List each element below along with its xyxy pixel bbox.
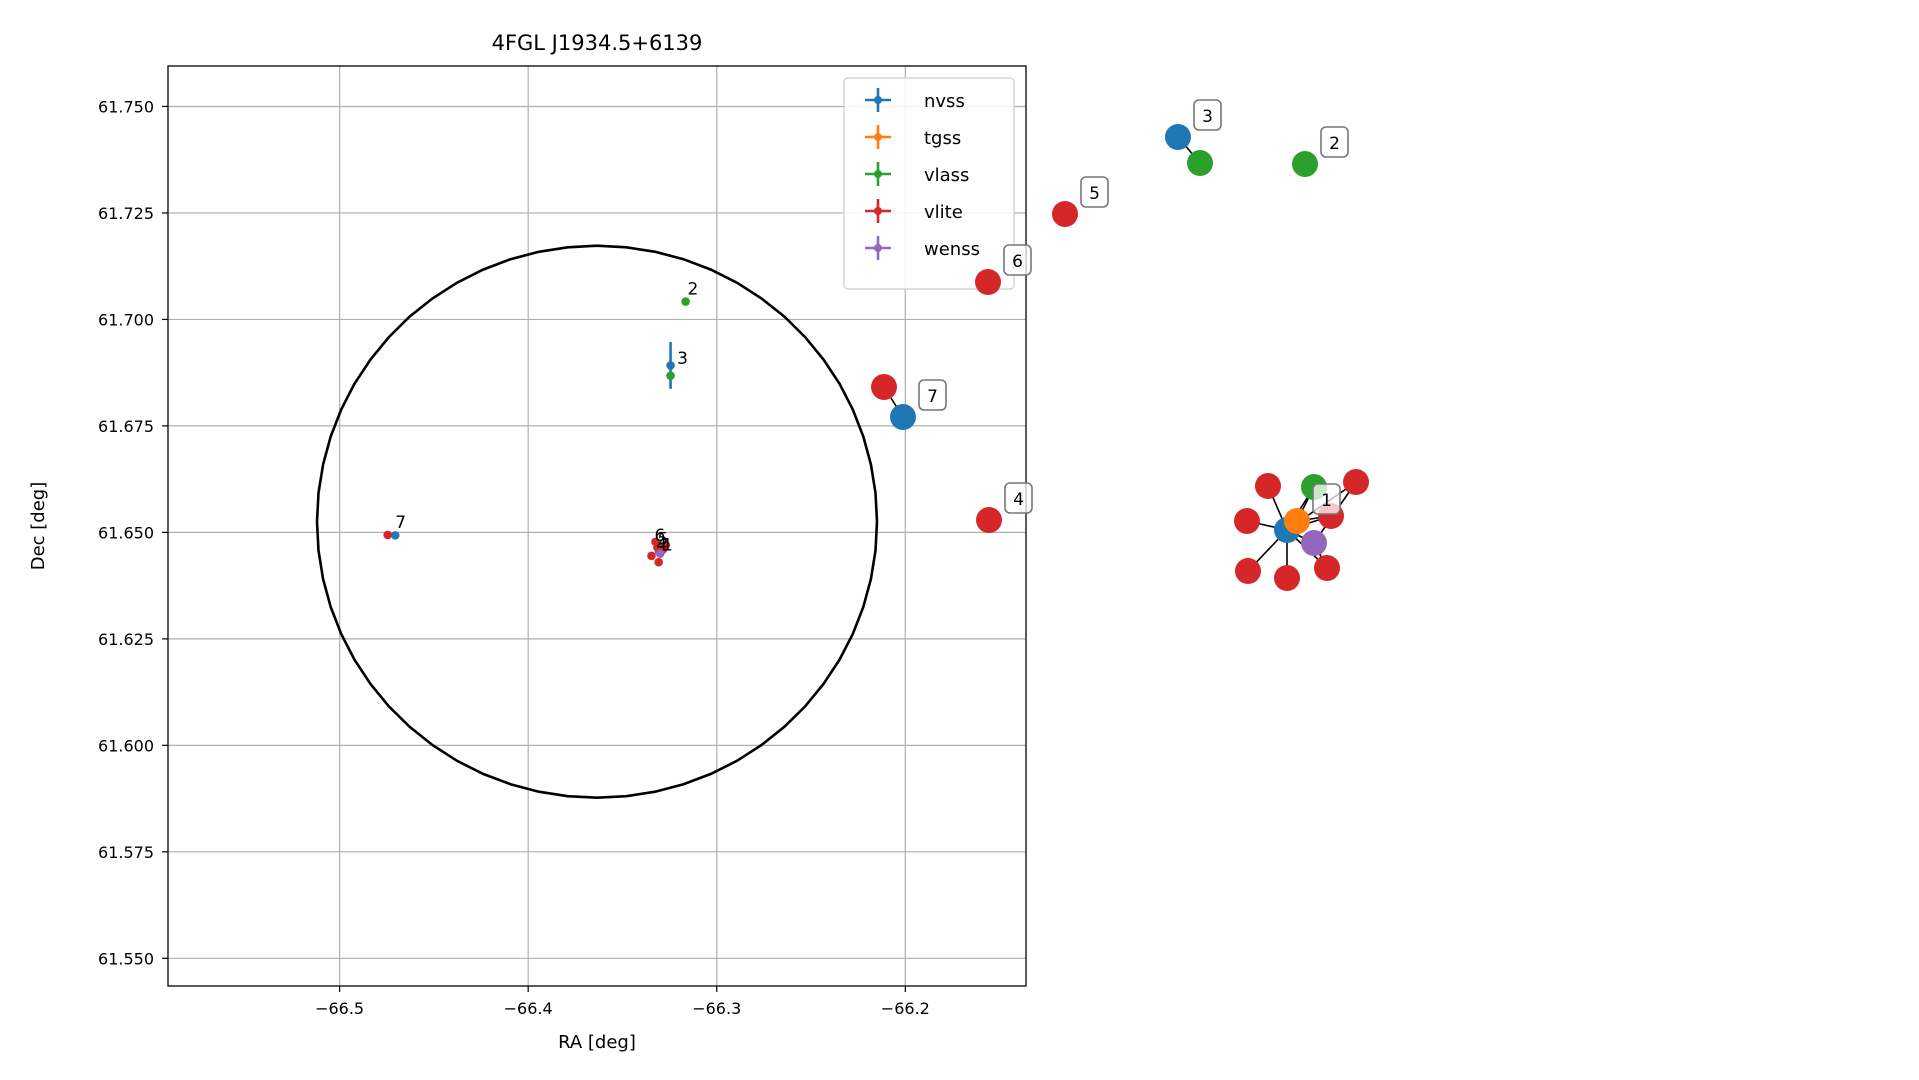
legend-marker-dot <box>874 170 882 178</box>
node-label-box <box>1312 483 1341 515</box>
graph-node-wenss <box>1301 530 1327 556</box>
y-tick-label: 61.750 <box>98 97 154 116</box>
legend-marker-dot <box>874 207 882 215</box>
graph-node-vlite <box>871 374 897 400</box>
graph-node-vlass <box>1187 150 1213 176</box>
node-label-box <box>1004 482 1033 514</box>
point-vlite <box>647 551 656 561</box>
x-tick-label: −66.4 <box>504 999 553 1018</box>
y-tick-label: 61.675 <box>98 417 154 436</box>
node-label-box <box>1080 176 1109 208</box>
graph-node-vlite <box>1235 558 1261 584</box>
legend-marker-dot <box>874 244 882 252</box>
x-axis-ticks: −66.5 −66.4 −66.3 −66.2 <box>315 986 930 1018</box>
graph-node-labels: 3 2 5 6 7 4 1 <box>918 99 1349 515</box>
node-label-text: 6 <box>1012 252 1023 272</box>
graph-node-vlite <box>1255 473 1281 499</box>
node-label-box <box>1003 244 1032 276</box>
point-label: 1 <box>662 535 673 555</box>
y-tick-label: 61.625 <box>98 630 154 649</box>
legend-box <box>843 77 1015 290</box>
graph-node-vlite <box>1234 508 1260 534</box>
graph-node-tgss <box>1284 508 1310 534</box>
node-label-box <box>1193 99 1222 131</box>
legend-label-vlite: vlite <box>924 202 963 223</box>
point-vlite <box>654 557 663 567</box>
y-axis-ticks: 61.550 61.575 61.600 61.625 61.650 61.675 61.7… <box>98 97 168 968</box>
graph-node-vlite <box>976 507 1002 533</box>
y-tick-label: 61.550 <box>98 949 154 968</box>
node-label-box <box>918 379 947 411</box>
legend-label-nvss: nvss <box>924 91 965 112</box>
graph-node-vlite <box>1274 565 1300 591</box>
legend-label-tgss: tgss <box>924 128 961 149</box>
y-tick-label: 61.575 <box>98 843 154 862</box>
plot-frame <box>167 65 1027 987</box>
node-label-text: 3 <box>1202 107 1213 127</box>
node-label-text: 4 <box>1013 490 1024 510</box>
graph-node-vlite <box>1052 201 1078 227</box>
point-label: 6 <box>655 526 666 546</box>
x-axis-label: RA [deg] <box>558 1032 636 1053</box>
node-label-box <box>1320 126 1349 158</box>
node-label-text: 7 <box>927 387 938 407</box>
legend-label-vlass: vlass <box>924 165 969 186</box>
region-ellipse <box>315 244 879 800</box>
data-points <box>383 297 690 567</box>
y-tick-label: 61.725 <box>98 204 154 223</box>
x-tick-label: −66.3 <box>692 999 741 1018</box>
graph-node-vlite <box>975 269 1001 295</box>
graph-node-nvss <box>890 404 916 430</box>
match-graph: 3 2 5 6 7 4 1 <box>871 99 1369 591</box>
legend: nvss tgss vlass vlite wenss <box>843 77 1015 290</box>
node-label-text: 1 <box>1321 491 1332 511</box>
y-tick-label: 61.700 <box>98 310 154 329</box>
point-vlite <box>383 530 392 540</box>
point-label: 3 <box>677 349 688 369</box>
graph-node-nvss <box>1165 124 1191 150</box>
point-vlass <box>681 297 690 306</box>
graph-node-vlite <box>1314 555 1340 581</box>
legend-marker-dot <box>874 133 882 141</box>
point-vlass <box>666 371 675 380</box>
point-wenss <box>655 549 665 558</box>
x-tick-label: −66.2 <box>881 999 930 1018</box>
point-nvss <box>390 531 400 540</box>
x-tick-label: −66.5 <box>315 999 364 1018</box>
y-tick-label: 61.600 <box>98 736 154 755</box>
point-label: 5 <box>657 529 668 549</box>
point-nvss <box>666 361 675 370</box>
y-tick-label: 61.650 <box>98 523 154 542</box>
region-ellipse-path <box>315 244 879 800</box>
node-label-text: 5 <box>1089 184 1100 204</box>
graph-nodes <box>871 124 1369 591</box>
point-label: 4 <box>656 535 667 555</box>
legend-label-wenss: wenss <box>924 239 980 260</box>
point-label: 2 <box>688 280 699 300</box>
chart-title: 4FGL J1934.5+6139 <box>492 31 703 55</box>
graph-node-vlass <box>1292 151 1318 177</box>
point-label: 7 <box>395 513 406 533</box>
graph-node-vlite <box>1343 469 1369 495</box>
legend-marker-dot <box>874 96 882 104</box>
y-axis-label: Dec [deg] <box>28 482 49 571</box>
node-label-text: 2 <box>1329 134 1340 154</box>
